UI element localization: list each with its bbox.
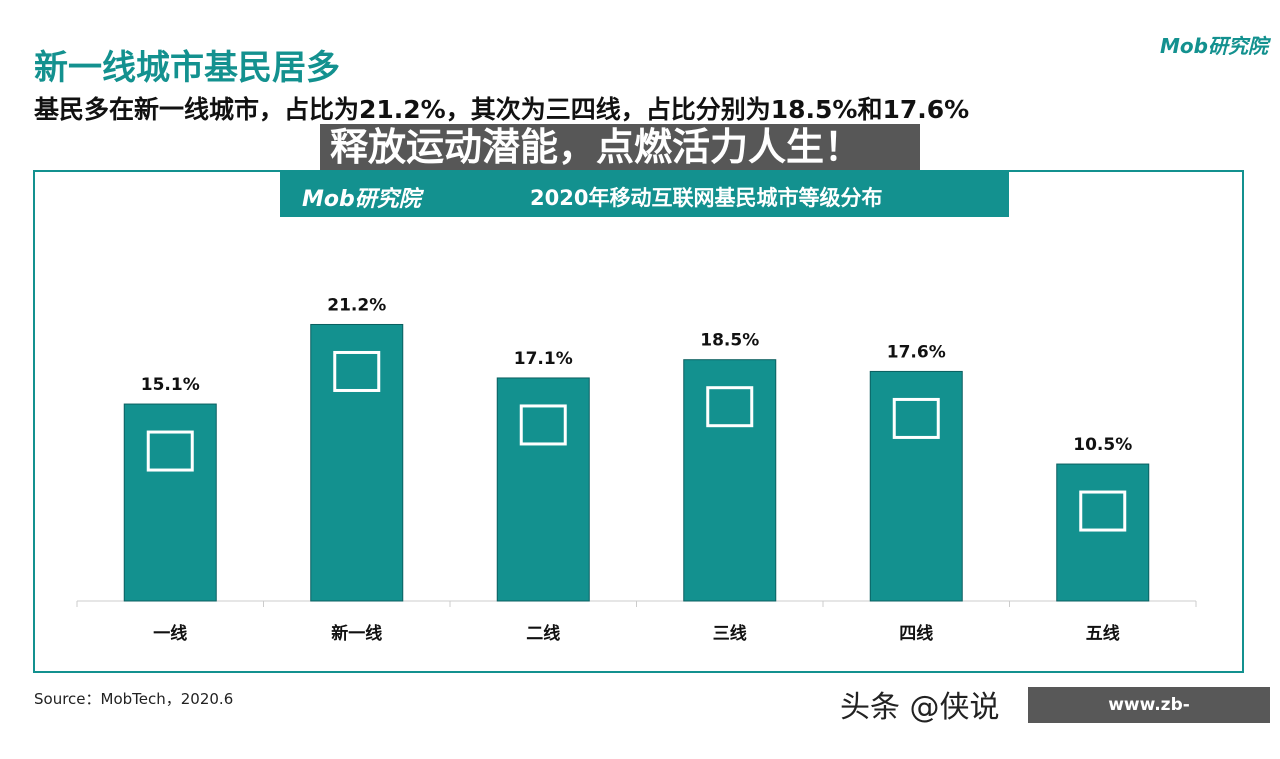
- category-label: 新一线: [331, 623, 382, 644]
- boat-house-icon: [892, 397, 940, 439]
- data-label: 10.5%: [1073, 435, 1132, 455]
- office-building-icon: [333, 350, 381, 392]
- house-icon: [706, 386, 754, 428]
- category-label: 五线: [1086, 623, 1120, 644]
- data-label: 17.1%: [514, 349, 573, 369]
- toutiao-watermark: 头条 @侠说: [840, 690, 1000, 725]
- page-subtitle: 基民多在新一线城市，占比为21.2%，其次为三四线，占比分别为18.5%和17.…: [34, 95, 970, 124]
- tree-house-icon: [1079, 490, 1127, 532]
- chart-banner: Mob研究院 2020年移动互联网基民城市等级分布: [280, 171, 1009, 217]
- bar: [1056, 463, 1150, 602]
- page-title: 新一线城市基民居多: [34, 48, 340, 88]
- source-note: Source：MobTech，2020.6: [34, 690, 234, 708]
- bar: [496, 377, 590, 602]
- category-label: 一线: [153, 623, 187, 644]
- bar: [869, 370, 963, 602]
- bar-chart: 15.1% 一线 21.2% 新一线 17.1% 二线 18.5% 三线 17.6% 四线 10.5…: [76, 295, 1197, 644]
- apartment-icon: [519, 404, 567, 446]
- category-label: 二线: [526, 623, 560, 644]
- bar: [123, 403, 217, 602]
- category-label: 三线: [713, 623, 747, 644]
- data-label: 18.5%: [700, 331, 759, 351]
- data-label: 21.2%: [327, 295, 386, 315]
- brand-logo: Mob研究院: [1160, 34, 1268, 58]
- bar: [683, 359, 777, 602]
- overlay-banner: [320, 124, 920, 170]
- category-label: 四线: [899, 623, 933, 644]
- overlay-text: 释放运动潜能，点燃活力人生！: [330, 125, 863, 169]
- data-label: 17.6%: [887, 342, 946, 362]
- city-skyline-icon: [146, 430, 194, 472]
- chart-title: 2020年移动互联网基民城市等级分布: [530, 186, 883, 210]
- data-label: 15.1%: [141, 375, 200, 395]
- banner-logo: Mob研究院: [302, 187, 421, 212]
- bar: [310, 323, 404, 602]
- url-watermark: www.zb-haixingsports.com: [1028, 687, 1270, 751]
